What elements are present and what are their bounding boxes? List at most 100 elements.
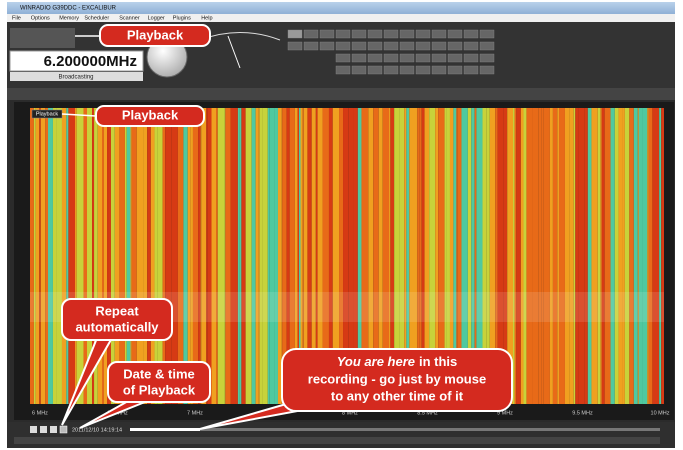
control-button[interactable] — [447, 29, 463, 39]
waterfall-stripe — [406, 108, 410, 404]
control-button[interactable] — [463, 65, 479, 75]
menu-item[interactable]: Memory — [59, 15, 79, 21]
control-button[interactable] — [351, 41, 367, 51]
control-button[interactable] — [463, 41, 479, 51]
waterfall-stripe — [637, 108, 639, 404]
menu-item[interactable]: Plugins — [173, 15, 191, 21]
pause-button[interactable] — [40, 426, 47, 433]
waterfall-stripe — [399, 108, 405, 404]
control-button[interactable] — [399, 29, 415, 39]
waterfall-stripe — [322, 108, 329, 404]
control-button[interactable] — [351, 53, 367, 63]
control-button[interactable] — [351, 29, 367, 39]
control-button[interactable] — [431, 65, 447, 75]
control-button[interactable] — [431, 29, 447, 39]
waterfall-stripe — [297, 108, 300, 404]
menu-item[interactable]: Scheduler — [84, 15, 109, 21]
waterfall-stripe — [597, 108, 601, 404]
control-button[interactable] — [479, 41, 495, 51]
waterfall-stripe — [230, 108, 236, 404]
control-button[interactable] — [463, 53, 479, 63]
control-button[interactable] — [335, 29, 351, 39]
waterfall-stripe — [75, 108, 77, 404]
waterfall-stripe — [311, 108, 316, 404]
stop-button[interactable] — [50, 426, 57, 433]
control-button[interactable] — [399, 41, 415, 51]
waterfall-stripe — [648, 108, 653, 404]
x-axis-label: 9 MHz — [497, 410, 513, 416]
waterfall-stripe — [520, 108, 524, 404]
control-button[interactable] — [447, 41, 463, 51]
control-button[interactable] — [447, 53, 463, 63]
control-button[interactable] — [415, 29, 431, 39]
control-button[interactable] — [319, 29, 335, 39]
control-button[interactable] — [431, 53, 447, 63]
waterfall-stripe — [225, 108, 231, 404]
menu-item[interactable]: Logger — [148, 15, 165, 21]
control-button[interactable] — [335, 53, 351, 63]
control-button[interactable] — [335, 65, 351, 75]
menu-item[interactable]: Scanner — [119, 15, 140, 21]
waterfall-stripe — [286, 108, 290, 404]
control-button[interactable] — [415, 53, 431, 63]
callout-text: of Playback — [123, 382, 196, 397]
waterfall-stripe — [526, 108, 533, 404]
callout-box — [107, 361, 211, 403]
control-button[interactable] — [415, 41, 431, 51]
control-button[interactable] — [367, 29, 383, 39]
control-button[interactable] — [383, 41, 399, 51]
waterfall-stripe — [457, 108, 462, 404]
menu-item[interactable]: Help — [201, 15, 212, 21]
waterfall-stripe — [157, 108, 163, 404]
position-slider[interactable] — [130, 428, 660, 431]
waterfall-stripe — [206, 108, 208, 404]
control-button[interactable] — [415, 65, 431, 75]
control-button[interactable] — [287, 29, 303, 39]
waterfall-stripe — [217, 108, 225, 404]
playback-badge-text: Playback — [36, 111, 59, 117]
control-button[interactable] — [383, 65, 399, 75]
waterfall-stripe — [102, 108, 104, 404]
waterfall-stripe — [497, 108, 504, 404]
waterfall-stripe — [357, 108, 362, 404]
control-button[interactable] — [367, 53, 383, 63]
control-button[interactable] — [351, 65, 367, 75]
control-button[interactable] — [447, 65, 463, 75]
control-button[interactable] — [303, 29, 319, 39]
waterfall-stripe — [94, 108, 98, 404]
waterfall-stripe — [237, 108, 240, 404]
control-button[interactable] — [479, 65, 495, 75]
menu-item[interactable]: Options — [31, 15, 50, 21]
control-button[interactable] — [383, 53, 399, 63]
title-bar — [7, 2, 675, 14]
control-button[interactable] — [399, 53, 415, 63]
control-button[interactable] — [319, 41, 335, 51]
waterfall-stripe — [328, 108, 333, 404]
waterfall-stripe — [538, 108, 542, 404]
repeat-button[interactable] — [59, 425, 68, 434]
waterfall-stripe — [557, 108, 560, 404]
menu-item[interactable]: File — [12, 15, 21, 21]
waterfall-stripe — [52, 108, 57, 404]
waterfall-stripe — [353, 108, 358, 404]
control-button[interactable] — [463, 29, 479, 39]
control-button[interactable] — [303, 41, 319, 51]
file-path-box — [14, 437, 660, 444]
waterfall-stripe — [569, 108, 574, 404]
waterfall-stripe — [33, 108, 36, 404]
play-button[interactable] — [30, 426, 37, 433]
waterfall-stripe — [66, 108, 69, 404]
control-button[interactable] — [367, 41, 383, 51]
waterfall-stripe — [552, 108, 558, 404]
waterfall-stripe — [281, 108, 283, 404]
control-button[interactable] — [431, 41, 447, 51]
waterfall-stripe — [559, 108, 565, 404]
control-button[interactable] — [335, 41, 351, 51]
control-button[interactable] — [479, 53, 495, 63]
control-button[interactable] — [383, 29, 399, 39]
control-button[interactable] — [287, 41, 303, 51]
control-button[interactable] — [479, 29, 495, 39]
control-button[interactable] — [367, 65, 383, 75]
control-button[interactable] — [399, 65, 415, 75]
